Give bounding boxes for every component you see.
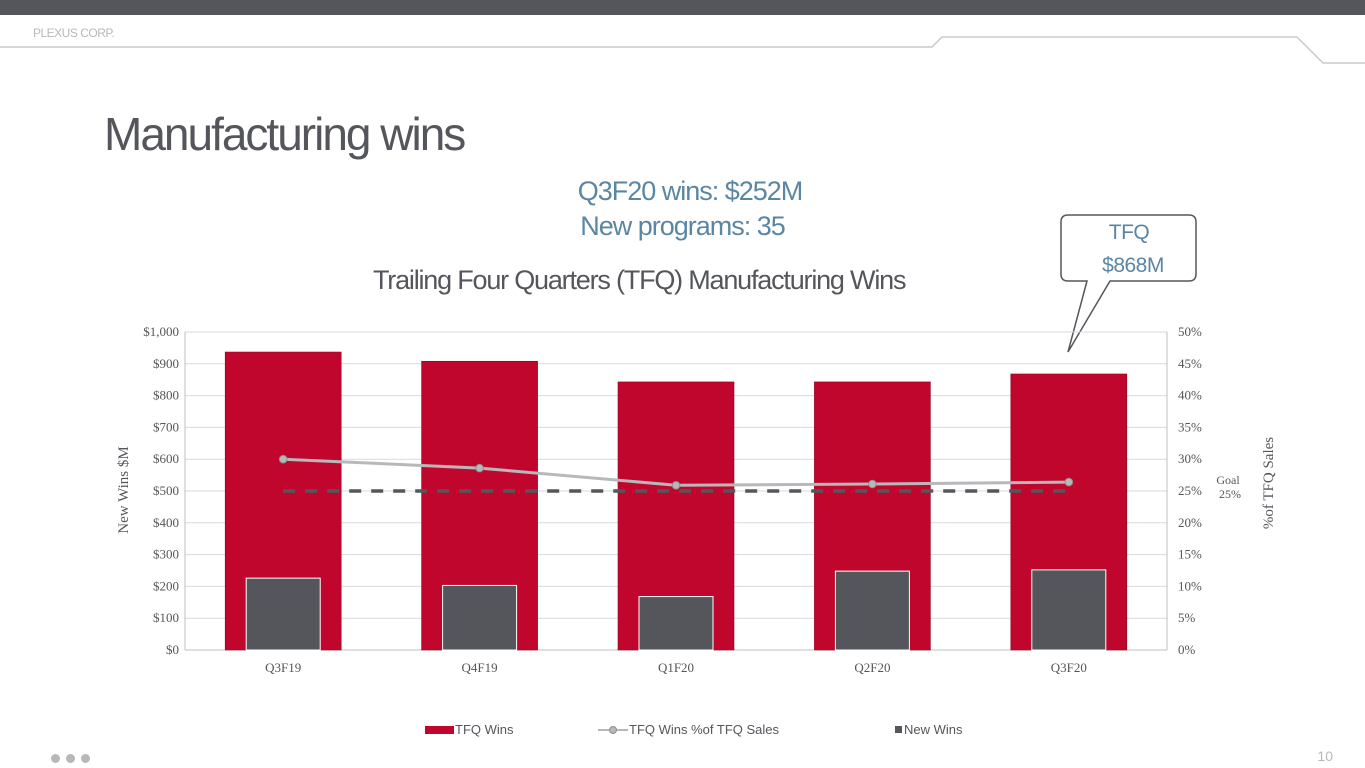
y-tick-label: $900 [153, 356, 179, 371]
y-tick-label: $100 [153, 610, 179, 625]
y2-tick-label: 25% [1178, 483, 1202, 498]
page-number: 10 [1317, 748, 1333, 764]
y2-tick-label: 15% [1178, 547, 1202, 562]
line-point [475, 463, 484, 473]
line-point [671, 480, 681, 490]
y2-axis-title: %of TFQ Sales [1261, 437, 1277, 529]
legend-swatch-marker [609, 726, 617, 734]
legend-label-tfq-wins: TFQ Wins [455, 722, 514, 737]
footer-dot [81, 754, 90, 763]
bar-new-wins [245, 577, 321, 651]
y-tick-label: $200 [153, 578, 179, 593]
y-axis-title: New Wins $M [116, 446, 132, 533]
legend-label-new-wins: New Wins [904, 722, 963, 737]
y-tick-label: $800 [153, 388, 179, 403]
y2-tick-label: 35% [1178, 419, 1202, 434]
legend-label-line: TFQ Wins %of TFQ Sales [629, 722, 780, 737]
y-tick-label: $300 [153, 547, 179, 562]
chart-title: Trailing Four Quarters (TFQ) Manufacturi… [373, 265, 906, 295]
y2-tick-label: 30% [1178, 451, 1202, 466]
line-point [278, 454, 288, 464]
y2-tick-label: 50% [1178, 324, 1202, 339]
header-rule [0, 36, 1365, 64]
bar-new-wins [638, 596, 714, 651]
bar-new-wins [834, 570, 910, 651]
y2-tick-label: 0% [1178, 642, 1196, 657]
legend-swatch-tfq-wins [425, 726, 454, 734]
y2-tick-label: 40% [1178, 388, 1202, 403]
callout-line-1: TFQ [1108, 221, 1150, 244]
bar-new-wins [1031, 569, 1107, 651]
x-tick-label: Q2F20 [854, 660, 890, 675]
headline-programs: New programs: 35 [580, 211, 786, 241]
y2-tick-label: 45% [1178, 356, 1202, 371]
y2-tick-label: 5% [1178, 610, 1196, 625]
y-tick-label: $600 [153, 451, 179, 466]
goal-label: Goal [1216, 473, 1240, 487]
legend-swatch-new-wins [895, 726, 902, 733]
line-point [868, 479, 877, 489]
brand-name: PLEXUS CORP. [33, 26, 115, 40]
callout-line-2: $868M [1102, 254, 1164, 277]
line-point [1064, 477, 1074, 487]
page-title: Manufacturing wins [104, 108, 466, 160]
footer-dot [66, 754, 75, 763]
goal-value-label: 25% [1219, 487, 1241, 501]
y-tick-label: $400 [153, 515, 179, 530]
top-bar [0, 0, 1365, 15]
x-tick-label: Q1F20 [658, 660, 694, 675]
bar-new-wins [442, 584, 518, 651]
y2-tick-label: 20% [1178, 515, 1202, 530]
headline-wins: Q3F20 wins: $252M [577, 176, 804, 206]
footer-dot [51, 754, 60, 763]
x-tick-label: Q3F19 [265, 660, 301, 675]
y-tick-label: $700 [153, 419, 179, 434]
x-tick-label: Q3F20 [1051, 660, 1087, 675]
y2-tick-label: 10% [1178, 578, 1202, 593]
x-tick-label: Q4F19 [462, 660, 498, 675]
y-tick-label: $0 [166, 642, 179, 657]
y-tick-label: $500 [153, 483, 179, 498]
y-tick-label: $1,000 [143, 324, 179, 339]
